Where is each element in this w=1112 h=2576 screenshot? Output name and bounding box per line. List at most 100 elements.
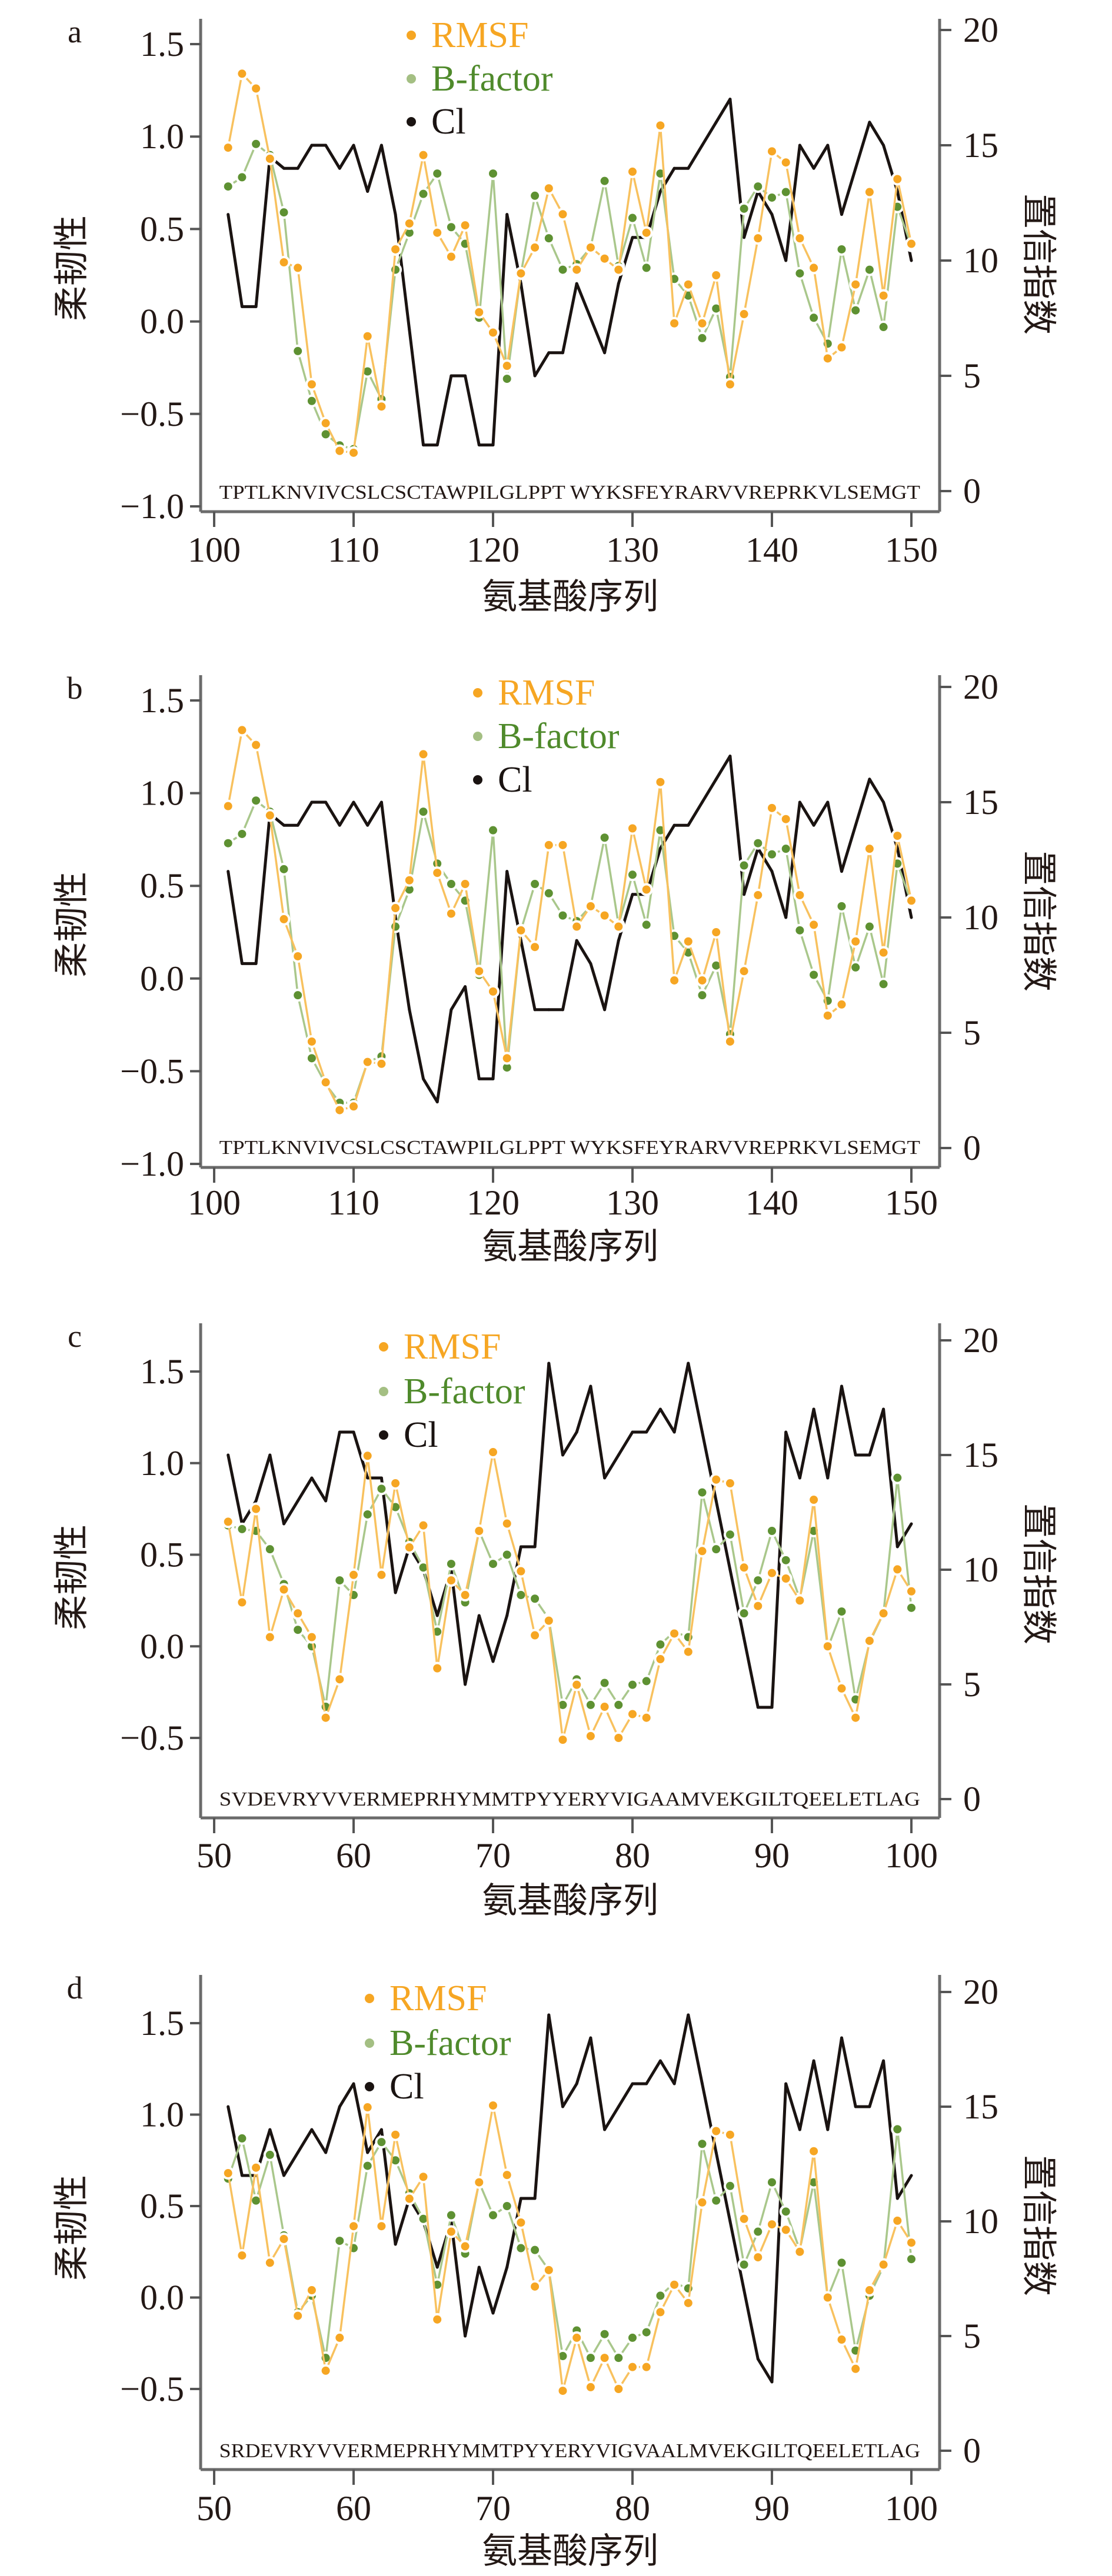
y2-tick-label: 0 — [963, 472, 981, 510]
series-segment-rmsf — [255, 2166, 271, 2264]
y2-tick-label: 20 — [963, 668, 998, 706]
data-point-rmsf — [279, 915, 288, 923]
y-tick-label: −0.5 — [120, 395, 184, 433]
data-point-rmsf — [670, 319, 679, 328]
series-segment-rmsf — [729, 970, 745, 1043]
series-segment-bfactor — [798, 929, 815, 976]
data-point-bfactor — [795, 926, 804, 935]
data-point-rmsf — [489, 987, 497, 996]
series-segment-rmsf — [687, 940, 704, 982]
data-point-rmsf — [656, 2308, 665, 2317]
x-axis-title: 氨基酸序列 — [482, 2531, 658, 2572]
series-segment-cl — [728, 755, 746, 896]
series-segment-rmsf — [561, 213, 578, 271]
data-point-bfactor — [781, 2207, 790, 2216]
data-point-bfactor — [558, 2352, 567, 2361]
series-segment-cl — [672, 2013, 690, 2086]
data-point-bfactor — [377, 2138, 386, 2147]
data-point-bfactor — [531, 191, 540, 200]
data-point-bfactor — [768, 2178, 776, 2187]
series-segment-cl — [561, 2082, 578, 2108]
series-segment-cl — [575, 2036, 592, 2086]
data-point-rmsf — [391, 1479, 400, 1488]
data-point-bfactor — [837, 245, 846, 253]
data-point-rmsf — [865, 188, 874, 196]
series-segment-rmsf — [743, 237, 760, 315]
series-segment-rmsf — [380, 248, 397, 408]
series-segment-rmsf — [743, 2218, 760, 2258]
series-segment-cl — [603, 1453, 620, 1480]
series-segment-cl — [756, 846, 774, 873]
data-point-rmsf — [614, 2385, 623, 2393]
data-point-bfactor — [321, 430, 330, 439]
y-tick-label: −0.5 — [120, 2370, 184, 2408]
data-point-rmsf — [321, 419, 330, 428]
series-segment-cl — [812, 144, 830, 170]
data-point-rmsf — [879, 948, 888, 957]
y-tick-label: 1.5 — [140, 1352, 184, 1391]
legend-dot — [407, 74, 416, 84]
data-point-rmsf — [321, 1713, 330, 1722]
y-tick-label: 0.0 — [140, 959, 184, 998]
y-axis-title: 柔韧性 — [51, 215, 92, 321]
series-segment-bfactor — [631, 873, 648, 926]
data-point-bfactor — [517, 1591, 525, 1600]
series-segment-bfactor — [645, 829, 662, 926]
data-point-rmsf — [294, 952, 302, 960]
data-point-rmsf — [795, 234, 804, 243]
series-segment-rmsf — [464, 224, 481, 313]
data-point-bfactor — [363, 367, 372, 376]
axes — [190, 19, 951, 527]
y-axis-title: 柔韧性 — [51, 2175, 92, 2281]
data-point-bfactor — [600, 1679, 609, 1687]
data-point-bfactor — [642, 920, 651, 929]
series-segment-rmsf — [436, 1579, 452, 1670]
data-point-rmsf — [321, 1078, 330, 1087]
series-segment-rmsf — [366, 2106, 383, 2227]
y2-axis-title: 置信指数 — [1018, 2155, 1059, 2296]
data-point-bfactor — [252, 2196, 261, 2205]
legend-dot — [473, 688, 482, 698]
data-point-bfactor — [544, 234, 553, 243]
series-segment-rmsf — [505, 1522, 522, 1573]
series-segment-cl — [826, 2036, 843, 2131]
y-tick-label: 1.0 — [140, 1444, 184, 1483]
data-point-bfactor — [712, 961, 721, 970]
x-tick-label: 50 — [197, 1836, 232, 1875]
data-point-bfactor — [489, 826, 497, 835]
data-point-bfactor — [586, 1700, 595, 1709]
data-point-bfactor — [335, 1576, 344, 1585]
series-segment-cl — [687, 1362, 704, 1434]
series-cl — [227, 755, 913, 1104]
panel-c: c 1.5 1.0 0.5 0.0 −0.5 20 15 10 5 0 50 60 70 80 90 100 氨基… — [0, 1294, 1112, 1929]
y-tick-label: 0.0 — [140, 2278, 184, 2317]
y2-tick-label: 15 — [963, 783, 998, 822]
series-segment-rmsf — [673, 940, 690, 982]
series-segment-rmsf — [645, 1658, 662, 1719]
series-segment-cl — [477, 1614, 495, 1663]
data-point-rmsf — [363, 332, 372, 341]
series-segment-rmsf — [311, 1040, 327, 1084]
series-segment-cl — [687, 2013, 704, 2086]
series-segment-cl — [882, 1407, 899, 1549]
data-point-rmsf — [238, 69, 247, 78]
series-segment-cl — [464, 2265, 481, 2338]
series-segment-cl — [868, 121, 885, 147]
y2-tick-label: 5 — [963, 1665, 981, 1704]
legend-dot — [379, 1342, 388, 1352]
series-segment-rmsf — [548, 1619, 564, 1741]
data-point-rmsf — [810, 263, 818, 272]
series-segment-rmsf — [854, 191, 871, 286]
data-point-rmsf — [475, 1527, 484, 1536]
data-point-rmsf — [377, 402, 386, 411]
series-segment-cl — [658, 2059, 676, 2086]
y-tick-label: 1.5 — [140, 681, 184, 720]
series-segment-rmsf — [575, 1683, 592, 1737]
series-segment-cl — [310, 1476, 328, 1503]
series-bfactor — [221, 137, 918, 456]
series-cl — [227, 1362, 913, 1709]
legend-label: RMSF — [498, 673, 595, 713]
series-segment-rmsf — [645, 780, 662, 891]
series-segment-rmsf — [255, 743, 271, 817]
